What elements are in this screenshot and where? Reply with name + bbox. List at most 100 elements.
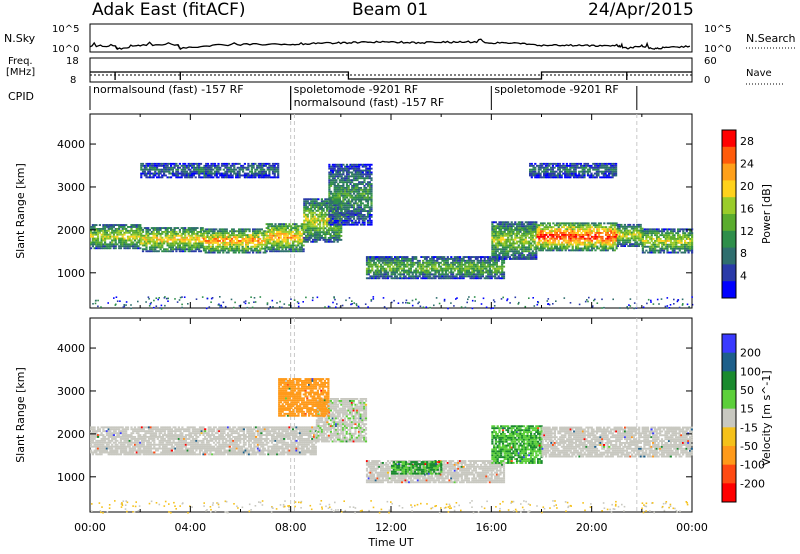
freq-unit-label: [MHz] [6,67,35,78]
power-panel-cell [519,236,522,239]
power-panel-cell [276,242,279,245]
power-panel-cell [313,198,316,201]
power-panel-cell [116,233,119,236]
power-panel-cell [216,232,220,235]
power-panel-cell [498,221,501,224]
power-panel-cell [678,236,681,238]
power-panel-cell [331,169,334,172]
power-panel-cell [501,256,505,258]
power-panel-cell [217,176,220,179]
power-panel-cell [345,167,349,170]
power-panel-cell [150,162,153,165]
power-panel-cell [337,215,340,218]
power-panel-cell [351,200,354,203]
power-panel-cell [515,229,519,231]
power-panel-cell [427,261,430,264]
power-panel-cell [347,223,350,226]
power-panel-cell [634,227,637,230]
power-panel-cell [310,209,313,212]
power-panel-cell [594,232,597,234]
power-panel-cell [541,243,544,246]
power-panel-cell [260,234,263,237]
power-panel-cell [381,267,384,270]
power-panel-cell [205,174,208,177]
power-panel-cell [444,265,448,268]
frequency-line [90,71,692,80]
power-panel-cell [684,245,687,248]
power-panel-cell [109,235,112,238]
power-panel-cell [148,232,152,235]
power-panel-cell [541,232,544,234]
power-panel-cell [418,261,421,264]
power-panel-cell [177,172,180,175]
power-panel-cell [147,240,150,243]
power-panel-cell [238,228,241,231]
power-panel-cell [606,235,609,238]
power-panel-cell [283,250,286,253]
power-panel-cell [365,269,369,272]
power-panel-cell [189,164,192,167]
power-panel-cell [596,239,599,242]
power-panel-cell [320,204,323,206]
power-panel-cell [429,271,432,274]
power-panel-cell [427,265,430,268]
power-panel-cell [98,243,101,246]
power-panel-cell [175,172,178,175]
power-panel-cell [189,176,192,179]
power-panel-cell [587,235,590,238]
power-panel-cell [184,231,187,233]
power-panel-cell [519,223,522,226]
power-panel-cell [434,267,437,270]
power-panel-cell [650,245,653,248]
power-panel-cell [157,231,160,233]
power-panel-cell [222,164,225,167]
power-panel-cell [503,256,506,258]
power-panel-cell [383,269,386,272]
power-panel-cell [199,234,203,237]
power-panel-cell [145,250,148,253]
power-panel-cell [612,232,615,234]
power-panel-cell [388,265,391,268]
power-panel-cell [554,234,557,236]
power-panel-cell [543,234,546,236]
power-panel-cell [361,202,364,205]
power-panel-cell [430,261,434,264]
power-panel-cell [283,231,286,233]
power-panel-cell [338,233,341,235]
power-panel-cell [625,243,628,246]
power-panel-cell [336,202,339,205]
power-panel-cell [313,223,316,226]
power-panel-cell [650,236,653,238]
power-panel-cell [500,236,503,239]
power-panel-cell [564,234,567,236]
power-panel-cell [152,232,155,235]
power-panel-cell [402,269,405,272]
power-panel-cell [680,236,683,238]
power-panel-cell [535,246,538,249]
power-panel-cell [313,235,316,237]
power-panel-cell [312,206,315,208]
power-panel-cell [452,259,455,262]
power-panel-cell [336,235,339,237]
power-panel-cell [159,240,162,243]
power-panel-cell [597,239,601,242]
power-panel-cell [118,228,121,230]
power-panel-cell [502,271,506,274]
power-panel-cell [493,254,496,256]
power-panel-cell [422,259,425,262]
power-panel-cell [326,240,329,243]
power-panel-cell [356,194,359,197]
power-panel-cell [349,163,352,166]
power-panel-cell [338,215,341,218]
power-panel-cell [327,238,330,241]
power-panel-cell [303,227,306,230]
power-panel-cell [500,232,503,235]
power-panel-cell [415,269,418,272]
power-panel-cell [333,208,336,211]
power-panel-cell [354,194,357,197]
power-panel-cell [333,179,336,182]
power-panel-cell [335,198,338,201]
power-panel-cell [587,230,590,232]
power-panel-cell [300,229,303,231]
